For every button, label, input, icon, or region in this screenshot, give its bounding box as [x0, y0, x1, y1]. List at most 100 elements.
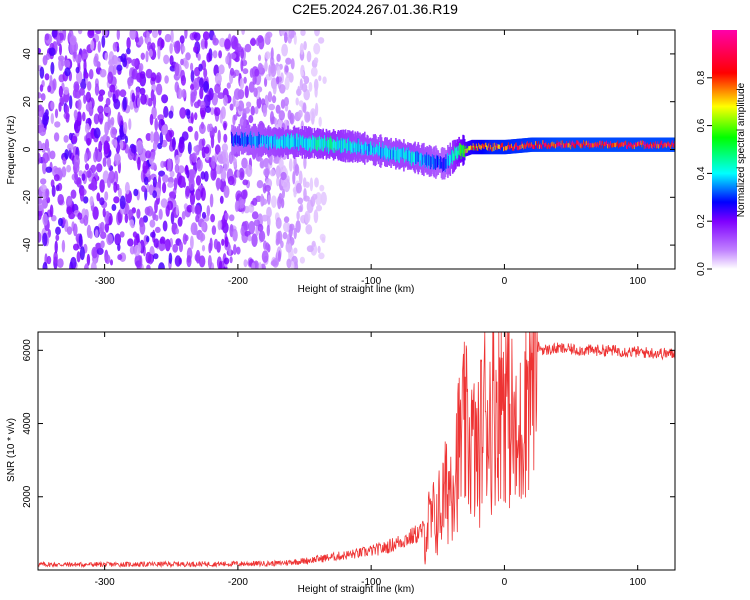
spectrogram-noise-cell — [299, 256, 305, 264]
spectrogram-noise-cell — [99, 179, 105, 193]
spectrogram-ylabel: Frequency (Hz) — [6, 116, 17, 185]
spectrogram-noise-cell — [250, 105, 256, 116]
spectrogram-noise-cell — [59, 96, 65, 105]
spectrogram-ridge-cell — [571, 142, 573, 147]
spectrogram-noise-cell — [190, 62, 194, 72]
spectrogram-noise-cell — [248, 115, 254, 124]
spectrogram-ridge-cell — [506, 146, 508, 151]
spectrogram-noise-cell — [85, 102, 93, 112]
spectrogram-ridge-cell — [406, 147, 408, 160]
spectrogram-noise-cell — [194, 204, 201, 215]
spectrogram-noise-cell — [283, 216, 290, 223]
spectrogram-noise-cell — [87, 81, 92, 91]
spectrogram-noise-cell — [217, 151, 225, 165]
spectrogram-noise-cell — [266, 206, 272, 219]
spectrogram-noise-cell — [81, 173, 86, 181]
spectrogram-noise-cell — [191, 152, 197, 163]
spectrogram-noise-cell — [162, 220, 168, 232]
spectrogram-noise-cell — [119, 139, 124, 150]
spectrogram-noise-cell — [161, 94, 169, 104]
spectrogram-noise-cell — [110, 126, 117, 139]
spectrogram-noise-cell — [167, 158, 172, 172]
spectrogram-ridge-cell — [628, 141, 631, 146]
spectrogram-noise-cell — [84, 123, 90, 134]
spectrogram-noise-cell — [153, 238, 160, 248]
spectrogram-ridge-cell — [340, 137, 343, 153]
spectrogram-noise-cell — [279, 84, 286, 94]
spectrogram-noise-cell — [54, 121, 61, 128]
spectrogram-noise-cell — [75, 54, 82, 64]
spectrogram-ridge-cell — [616, 142, 619, 147]
spectrogram-noise-cell — [296, 210, 300, 221]
spectrogram-noise-cell — [223, 185, 230, 198]
spectrogram-ridge-cell — [543, 140, 545, 145]
spectrogram-noise-cell — [139, 87, 146, 96]
spectrogram-noise-cell — [146, 31, 150, 39]
spectrogram-noise-cell — [68, 212, 75, 220]
spectrogram-noise-cell — [68, 132, 73, 141]
spectrogram-noise-cell — [214, 144, 221, 155]
spectrogram-noise-cell — [135, 86, 140, 100]
spectrogram-noise-cell — [123, 121, 128, 135]
spectrogram-noise-cell — [261, 214, 269, 222]
spectrogram-noise-cell — [161, 124, 168, 136]
spectrogram-noise-cell — [190, 84, 195, 90]
spectrogram-noise-cell — [142, 215, 148, 223]
spectrogram-ridge-cell — [604, 141, 607, 146]
spectrogram-noise-cell — [228, 214, 235, 222]
colorbar-tick-label: 0.2 — [696, 214, 707, 228]
spectrogram-ridge-cell — [652, 142, 655, 147]
spectrogram-noise-cell — [49, 150, 56, 160]
spectrogram-ridge-cell — [486, 145, 488, 150]
spectrogram-noise-cell — [210, 167, 217, 181]
spectrogram-noise-cell — [311, 240, 316, 247]
spectrogram-noise-cell — [137, 97, 141, 108]
spectrogram-noise-cell — [160, 39, 165, 49]
spectrogram-noise-cell — [97, 40, 102, 53]
spectrogram-noise-cell — [265, 31, 273, 38]
spectrogram-noise-cell — [58, 85, 64, 98]
spectrogram-noise-cell — [295, 182, 302, 194]
spectrogram-noise-cell — [122, 96, 127, 111]
spectrogram-ridge-cell — [276, 136, 279, 149]
spectrogram-noise-cell — [201, 138, 206, 147]
spectrogram-noise-cell — [197, 53, 201, 61]
spectrogram-noise-cell — [76, 111, 82, 126]
spectrogram-noise-cell — [265, 73, 273, 81]
spectrogram-noise-cell — [47, 85, 52, 93]
spectrogram-noise-cell — [169, 170, 175, 178]
spectrogram-noise-cell — [196, 159, 203, 172]
spectrogram-noise-cell — [86, 137, 91, 145]
colorbar-tick-label: 0.0 — [696, 262, 707, 276]
spectrogram-noise-cell — [218, 260, 223, 269]
spectrogram-noise-cell — [38, 117, 42, 125]
spectrogram-noise-cell — [293, 261, 299, 269]
spectrogram-noise-cell — [271, 95, 277, 104]
spectrogram-noise-cell — [214, 126, 218, 134]
spectrogram-noise-cell — [212, 37, 219, 46]
spectrogram-noise-cell — [76, 70, 83, 84]
spectrogram-noise-cell — [208, 242, 212, 254]
spectrogram-noise-cell — [117, 243, 121, 252]
spectrogram-noise-cell — [124, 135, 128, 144]
spectrogram-ridge-cell — [482, 143, 484, 148]
spectrogram-noise-cell — [179, 35, 185, 44]
spectrogram-noise-cell — [109, 84, 116, 93]
spectrogram-ridge-cell — [422, 155, 424, 165]
spectrogram-noise-cell — [40, 178, 47, 185]
spectrogram-noise-cell — [117, 187, 122, 198]
spectrogram-noise-cell — [96, 247, 104, 255]
spectrogram-noise-cell — [38, 152, 41, 165]
spectrogram-noise-cell — [257, 62, 263, 74]
spectrogram-noise-cell — [219, 195, 224, 204]
spectrogram-ridge-cell — [466, 148, 468, 153]
spectrogram-noise-cell — [157, 30, 162, 36]
spectrogram-noise-cell — [258, 230, 266, 242]
spectrogram-noise-cell — [232, 95, 236, 107]
spectrogram-noise-cell — [57, 194, 64, 205]
spectrogram-noise-cell — [113, 181, 118, 193]
spectrogram-noise-cell — [70, 189, 77, 199]
spectrogram-ridge-cell — [620, 142, 623, 147]
spectrogram-noise-cell — [242, 179, 249, 186]
spectrogram-noise-cell — [215, 177, 222, 190]
